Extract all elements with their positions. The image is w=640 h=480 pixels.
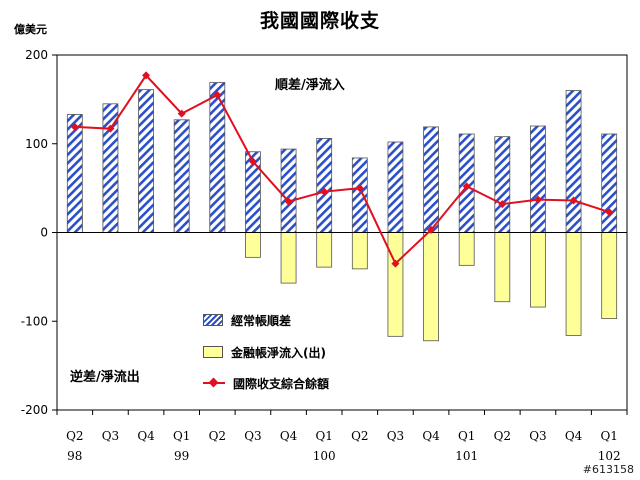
overall-balance-point [284, 197, 293, 206]
y-tick-label: -200 [21, 403, 48, 417]
x-tick-label: Q2 [209, 429, 226, 443]
current-account-bar [316, 138, 333, 233]
current-account-bar [351, 157, 368, 233]
x-tick-label: Q3 [244, 429, 261, 443]
financial-account-bar [601, 232, 618, 319]
current-account-bar [66, 114, 83, 233]
x-year-label: 99 [174, 449, 189, 463]
overall-balance-point [498, 200, 507, 209]
overall-balance-point [177, 109, 186, 118]
x-year-label: 101 [455, 449, 478, 463]
financial-account-bar [494, 232, 511, 303]
current-account-bar [530, 125, 546, 233]
overall-balance-point [533, 195, 542, 204]
y-tick-label: -100 [21, 314, 48, 328]
legend-item-current-account: 經常帳順差 [203, 310, 291, 330]
overall-balance-point [142, 71, 151, 80]
x-tick-label: Q2 [66, 429, 83, 443]
x-tick-label: Q1 [458, 429, 475, 443]
current-account-bar [494, 136, 511, 233]
legend-label: 金融帳淨流入(出) [231, 345, 326, 360]
x-tick-label: Q1 [315, 429, 332, 443]
surplus-note: 順差/淨流入 [275, 78, 345, 93]
overall-balance-point [248, 157, 257, 166]
overall-balance-point [605, 208, 614, 217]
overall-balance-point [70, 122, 79, 131]
overall-balance-point [391, 259, 400, 268]
current-account-bar [102, 103, 119, 233]
y-tick-label: 0 [40, 226, 48, 240]
y-tick-label: 200 [25, 48, 48, 62]
current-account-bar [173, 119, 190, 233]
y-tick-label: 100 [25, 137, 48, 151]
financial-account-bar [565, 232, 582, 336]
x-tick-label: Q3 [529, 429, 546, 443]
x-tick-label: Q3 [102, 429, 119, 443]
x-tick-label: Q4 [565, 429, 583, 443]
legend-item-overall-balance: 國際收支綜合餘額 [203, 373, 329, 393]
financial-account-bar [458, 232, 475, 266]
financial-account-bar [423, 232, 439, 342]
current-account-bar [138, 89, 154, 233]
overall-balance-point [355, 184, 364, 193]
financial-account-bar [351, 232, 368, 270]
x-tick-label: Q1 [173, 429, 190, 443]
chart-title: 我國國際收支 [259, 10, 380, 32]
x-tick-label: Q4 [422, 429, 440, 443]
legend-swatch-yellow [203, 346, 223, 358]
legend-label: 國際收支綜合餘額 [233, 376, 330, 391]
x-tick-label: Q4 [280, 429, 298, 443]
x-tick-label: Q4 [137, 429, 155, 443]
current-account-bar [280, 148, 297, 233]
current-account-bar [387, 141, 404, 233]
legend-item-financial-account: 金融帳淨流入(出) [203, 342, 326, 362]
overall-balance-point [569, 196, 578, 205]
legend-swatch-line-diamond [203, 377, 225, 389]
legend-label: 經常帳順差 [231, 313, 292, 328]
current-account-bar [423, 126, 439, 233]
x-tick-label: Q2 [351, 429, 368, 443]
overall-balance-point [213, 90, 222, 99]
x-tick-label: Q1 [600, 429, 617, 443]
financial-account-bar [387, 232, 404, 337]
x-year-label: 102 [598, 449, 621, 463]
financial-account-bar [245, 232, 261, 258]
x-year-label: 98 [67, 449, 82, 463]
overall-balance-point [106, 124, 115, 133]
overall-balance-point [427, 225, 436, 234]
x-year-label: 100 [313, 449, 336, 463]
current-account-bar [601, 133, 618, 233]
overall-balance-line [74, 73, 610, 266]
financial-account-bar [530, 232, 546, 308]
deficit-note: 逆差/淨流出 [70, 370, 140, 385]
x-tick-label: Q2 [494, 429, 511, 443]
watermark: #613158 [582, 463, 634, 476]
y-axis-unit-label: 億美元 [14, 23, 47, 36]
x-tick-label: Q3 [387, 429, 404, 443]
legend-swatch-hatched [203, 314, 223, 326]
financial-account-bar [316, 232, 333, 268]
overall-balance-point [320, 187, 329, 196]
financial-account-bar [280, 232, 297, 284]
overall-balance-point [462, 182, 471, 191]
current-account-bar [565, 90, 582, 233]
